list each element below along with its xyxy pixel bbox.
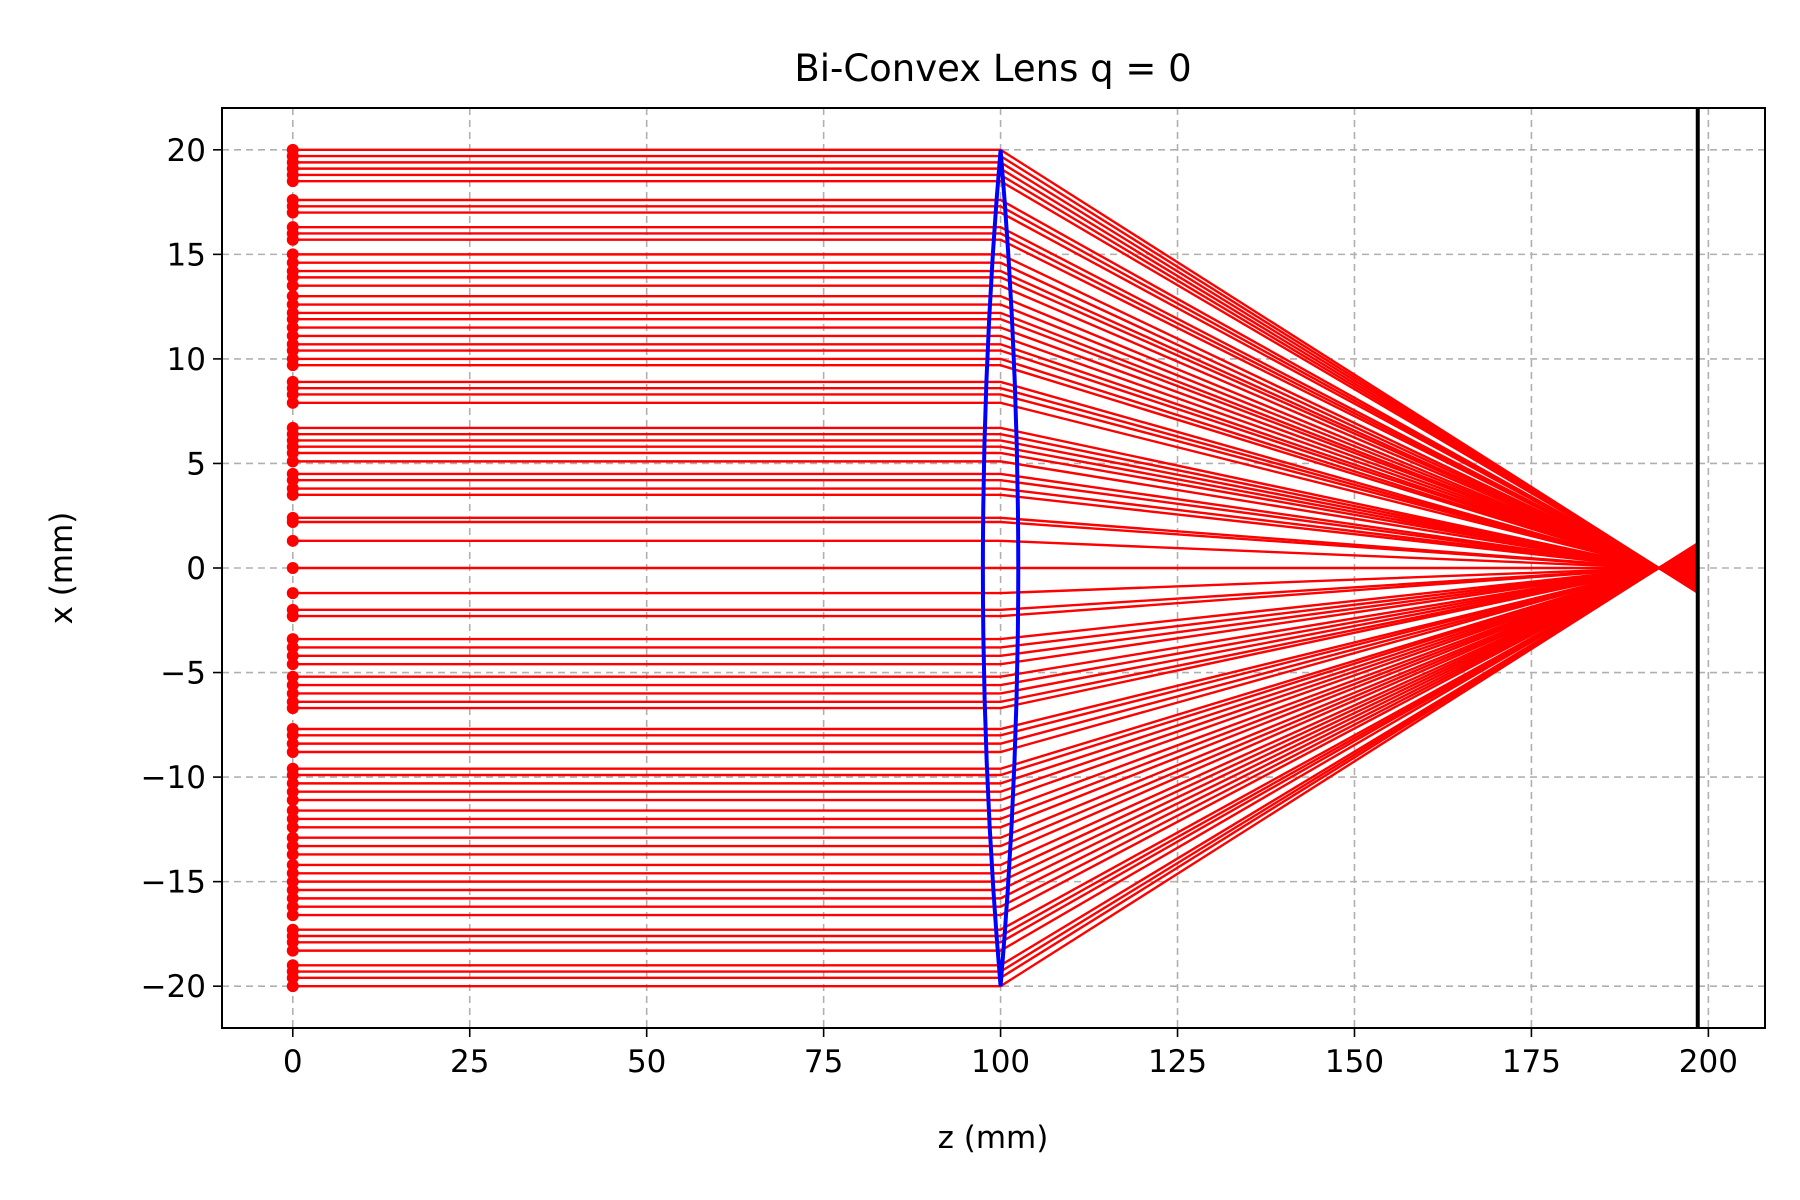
- ray-start-point: [286, 298, 299, 311]
- ray-start-point: [286, 848, 299, 861]
- ray-start-point: [286, 329, 299, 342]
- ray-start-point: [286, 679, 299, 692]
- ray-start-point: [286, 256, 299, 269]
- ray-start-point: [286, 670, 299, 683]
- x-tick-label: 175: [1502, 1044, 1561, 1080]
- lens-outline: [980, 149, 1021, 987]
- ray-start-point: [286, 488, 299, 501]
- y-tick-label: −20: [141, 969, 206, 1005]
- ray: [292, 542, 1699, 988]
- x-tick-label: 125: [1148, 1044, 1207, 1080]
- ray-start-point: [286, 359, 299, 372]
- ray-start-point: [286, 980, 299, 993]
- y-tick-label: −15: [141, 865, 206, 901]
- x-tick-label: 75: [804, 1044, 843, 1080]
- x-tick-label: 25: [450, 1044, 489, 1080]
- ray-start-point: [286, 909, 299, 922]
- ray-start-point: [286, 455, 299, 468]
- x-tick-label: 100: [971, 1044, 1030, 1080]
- ray-start-point: [286, 840, 299, 853]
- chart-title: Bi-Convex Lens q = 0: [794, 47, 1191, 90]
- x-tick-label: 50: [627, 1044, 666, 1080]
- y-axis-label: x (mm): [44, 512, 80, 625]
- ray-start-point: [286, 633, 299, 646]
- ray: [292, 550, 1699, 839]
- ray-start-point: [286, 649, 299, 662]
- y-tick-label: −10: [141, 760, 206, 796]
- ray-start-point: [286, 936, 299, 949]
- ray-start-point: [286, 944, 299, 957]
- x-tick-label: 0: [283, 1044, 303, 1080]
- ray-start-point: [286, 900, 299, 913]
- ray-start-point: [286, 858, 299, 871]
- ray-start-point: [286, 821, 299, 834]
- ray-start-point: [286, 794, 299, 807]
- x-tick-label: 200: [1679, 1044, 1738, 1080]
- y-tick-label: 10: [167, 342, 206, 378]
- ray-start-point: [286, 279, 299, 292]
- ray-start-point: [286, 687, 299, 700]
- ray-start-point: [286, 175, 299, 188]
- ray-start-point: [286, 290, 299, 303]
- ray-start-point: [286, 562, 299, 574]
- ray-start-point: [286, 474, 299, 487]
- ray-start-point: [286, 831, 299, 844]
- x-tick-label: 150: [1325, 1044, 1384, 1080]
- ray-start-point: [286, 610, 299, 623]
- ticks: 0 25 50 75 100 125 150 175 20020151050−5−10−15−2…: [141, 133, 1738, 1080]
- ray-start-point: [286, 769, 299, 781]
- ray-start-point: [286, 884, 299, 896]
- ray-start-point: [286, 737, 299, 750]
- ray-start-point: [286, 777, 299, 790]
- ray-start-point: [286, 396, 299, 409]
- ray-start-point: [286, 971, 299, 984]
- ray-start-point: [286, 702, 299, 715]
- y-tick-label: 20: [167, 133, 206, 169]
- plot-frame: [221, 107, 1766, 1029]
- x-axis-label: z (mm): [938, 1120, 1049, 1156]
- ray-start-point: [286, 641, 299, 654]
- ray-start-point: [286, 729, 299, 742]
- ray-start-point: [286, 785, 299, 798]
- ray-start-point: [286, 313, 299, 326]
- y-tick-label: −5: [160, 656, 206, 692]
- ray-start-point: [286, 812, 299, 825]
- ray-start-point: [286, 875, 299, 888]
- ray-start-point: [286, 233, 299, 246]
- ray-start-point: [286, 206, 299, 219]
- ray-start-point: [286, 746, 299, 758]
- ray-start-point: [286, 892, 299, 905]
- y-tick-label: 5: [186, 446, 206, 482]
- ray-start-point: [286, 321, 299, 334]
- y-tick-label: 15: [167, 237, 206, 273]
- ray-start-point: [286, 867, 299, 880]
- ray-start-point: [286, 587, 299, 600]
- y-tick-label: 0: [186, 551, 206, 587]
- ray-start-point: [286, 344, 299, 357]
- ray-start-point: [286, 248, 299, 261]
- ray-start-point: [286, 516, 299, 528]
- ray-start-point: [286, 388, 299, 401]
- ray-start-point: [286, 658, 299, 671]
- ray-start-point: [286, 271, 299, 284]
- plot-area: [286, 108, 1700, 1028]
- ray-start-point: [286, 804, 299, 817]
- ray-start-point: [286, 534, 299, 547]
- ray-start-point: [286, 447, 299, 459]
